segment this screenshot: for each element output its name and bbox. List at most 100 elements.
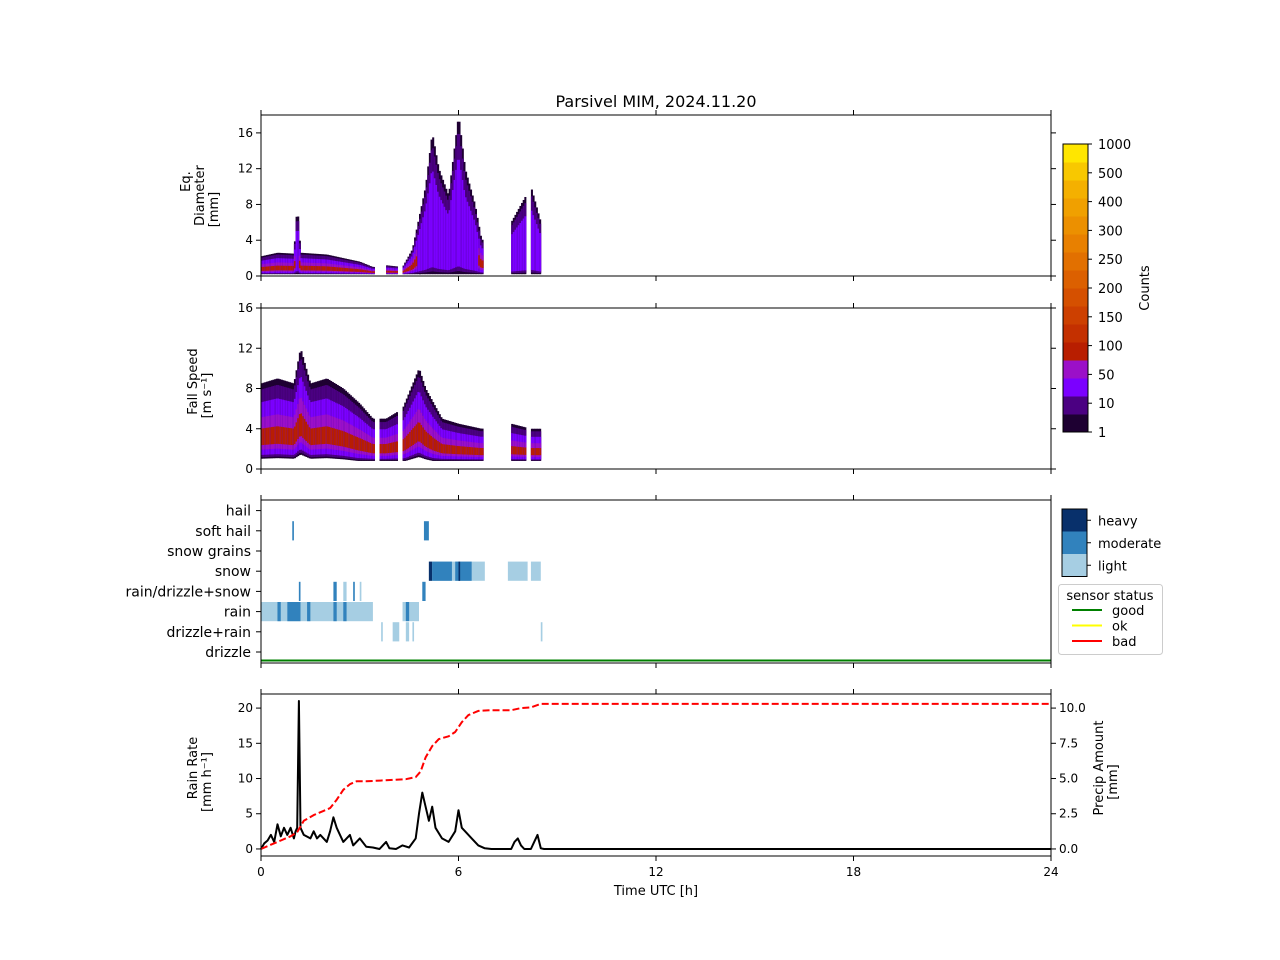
heatmap-cell bbox=[279, 265, 282, 271]
legend-title: sensor status bbox=[1066, 589, 1153, 604]
colorbar-swatch bbox=[1063, 234, 1088, 253]
heatmap-cell bbox=[361, 439, 364, 452]
y-axis-label: Rain Rate bbox=[186, 737, 201, 800]
heatmap-cell bbox=[321, 426, 324, 445]
x-axis-label: Time UTC [h] bbox=[613, 884, 698, 899]
heatmap-cell bbox=[387, 270, 390, 273]
heatmap-cell bbox=[391, 442, 394, 453]
precip-type-bar bbox=[353, 581, 355, 601]
colorbar-tick-label: 1 bbox=[1098, 426, 1106, 441]
heatmap-cell bbox=[446, 213, 450, 271]
heatmap-cell bbox=[336, 429, 339, 446]
plot-frame bbox=[260, 114, 1052, 277]
intensity-label: heavy bbox=[1098, 514, 1138, 529]
y-tick-label: 20 bbox=[238, 701, 253, 715]
category-label: snow bbox=[215, 564, 251, 580]
colorbar-swatch bbox=[1063, 396, 1088, 415]
heatmap-cell bbox=[470, 210, 473, 270]
heatmap-cell bbox=[412, 428, 415, 445]
precip-type-bar bbox=[507, 561, 528, 581]
heatmap-cell bbox=[282, 427, 285, 445]
heatmap-cell bbox=[341, 430, 344, 447]
heatmap-cell bbox=[466, 446, 469, 455]
y-tick-label: 5 bbox=[245, 807, 253, 821]
heatmap-cell bbox=[435, 439, 438, 452]
heatmap-cell bbox=[336, 267, 339, 272]
heatmap-cell bbox=[369, 442, 372, 453]
heatmap-cell bbox=[363, 269, 366, 273]
heatmap-cell bbox=[269, 266, 272, 271]
heatmap-cell bbox=[460, 446, 463, 455]
heatmap-cell bbox=[287, 427, 290, 445]
colorbar-swatch bbox=[1063, 216, 1088, 235]
heatmap-cell bbox=[446, 444, 450, 454]
colorbar-swatch bbox=[1063, 270, 1088, 289]
heatmap-cell bbox=[348, 268, 351, 272]
heatmap-cell bbox=[312, 428, 315, 445]
heatmap-cell bbox=[479, 258, 482, 268]
heatmap-cell bbox=[476, 447, 479, 455]
category-label: snow grains bbox=[167, 544, 251, 560]
heatmap-cell bbox=[264, 428, 267, 445]
heatmap-cell bbox=[417, 234, 420, 272]
heatmap-cell bbox=[425, 431, 428, 448]
heatmap-cell bbox=[261, 428, 264, 446]
heatmap-cell bbox=[412, 262, 415, 269]
heatmap-cell bbox=[438, 442, 441, 453]
panel-rain-rate: 0 5 10 15 20 0.0 2.5 5.0 7.5 10.0 0 6 12 18 24 Rain Rat… bbox=[186, 689, 1121, 879]
category-label: drizzle+rain bbox=[166, 625, 251, 641]
precip-type-bar bbox=[343, 581, 347, 601]
heatmap-cell bbox=[300, 265, 303, 271]
heatmap-cell bbox=[420, 425, 423, 444]
legend-label: good bbox=[1112, 604, 1144, 619]
heatmap-cell bbox=[517, 225, 520, 271]
heatmap-cell bbox=[433, 438, 436, 451]
heatmap-cell bbox=[364, 270, 367, 273]
heatmap-cell bbox=[386, 270, 389, 273]
heatmap-cell bbox=[338, 429, 341, 446]
heatmap-cell bbox=[315, 266, 318, 271]
colorbar-swatch bbox=[1063, 306, 1088, 325]
heatmap-cell bbox=[351, 268, 354, 272]
heatmap-cell bbox=[432, 437, 435, 451]
heatmap-cell bbox=[295, 422, 298, 442]
y-axis-label: [mm] bbox=[1106, 764, 1121, 799]
heatmap-cell bbox=[272, 265, 275, 271]
colorbar-label: Counts bbox=[1138, 265, 1153, 311]
heatmap-cell bbox=[321, 266, 324, 271]
heatmap-cell bbox=[326, 266, 329, 271]
colorbar-swatch bbox=[1063, 252, 1088, 271]
colorbar-tick-label: 1000 bbox=[1098, 138, 1131, 153]
heatmap-cell bbox=[537, 228, 540, 272]
x-tick-label: 12 bbox=[648, 865, 663, 879]
heatmap-cell bbox=[335, 428, 338, 446]
intensity-swatch bbox=[1062, 554, 1087, 577]
category-label: hail bbox=[226, 504, 251, 520]
heatmap-cell bbox=[471, 447, 474, 455]
heatmap-cell bbox=[389, 443, 392, 453]
heatmap-cell bbox=[414, 426, 417, 444]
y-axis-label: Eq. bbox=[179, 171, 194, 192]
colorbar-swatch bbox=[1063, 162, 1088, 181]
figure-title: Parsivel MIM, 2024.11.20 bbox=[555, 92, 756, 111]
heatmap-cell bbox=[279, 426, 282, 444]
heatmap-cell bbox=[465, 446, 468, 455]
heatmap-cell bbox=[356, 268, 359, 272]
plot-frame bbox=[260, 693, 1052, 857]
heatmap-cell bbox=[432, 171, 435, 268]
heatmap-cell bbox=[275, 265, 278, 271]
x-tick-label: 18 bbox=[846, 865, 861, 879]
panel-fall-speed: 0 4 8 12 16 Fall Speed [m s⁻¹] bbox=[186, 301, 1056, 476]
x-tick-label: 0 bbox=[257, 865, 265, 879]
heatmap-cell bbox=[461, 446, 464, 455]
heatmap-cell bbox=[287, 265, 290, 271]
heatmap-cell bbox=[363, 439, 366, 452]
heatmap-cell bbox=[470, 447, 473, 455]
heatmap-cell bbox=[522, 218, 525, 271]
precip-type-bar bbox=[405, 622, 410, 642]
heatmap-cell bbox=[443, 444, 446, 454]
heatmap-cell bbox=[333, 428, 336, 446]
heatmap-cell bbox=[428, 434, 431, 449]
heatmap-cell bbox=[419, 422, 422, 442]
heatmap-cell bbox=[453, 445, 456, 455]
